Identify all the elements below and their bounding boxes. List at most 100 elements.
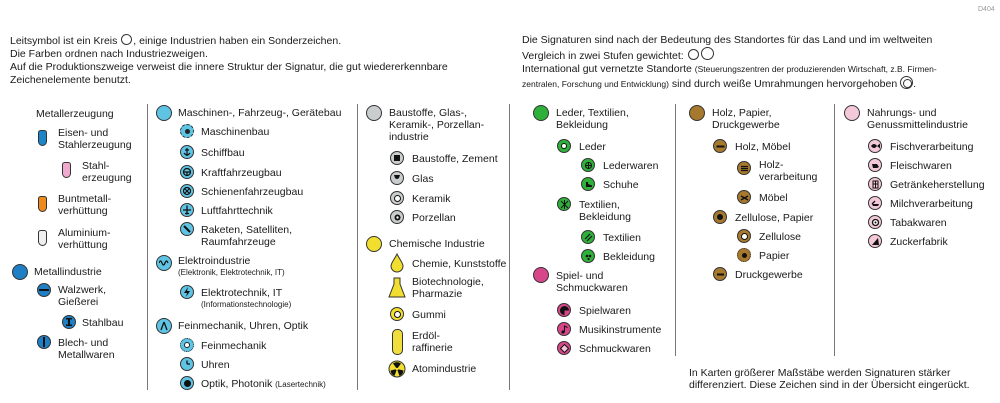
nahrung-heading: Nahrungs- und Genussmittelindustrie (867, 107, 968, 131)
milch-label: Milchverarbeitung (890, 198, 973, 210)
maschinenbau-label: Maschinenbau (201, 126, 270, 138)
metallindustrie-heading: Metallindustrie (34, 266, 102, 278)
baustoffe-heading: Baustoffe, Glas-, Keramik-, Porzellan-ind… (389, 107, 485, 143)
paper-icon (737, 248, 751, 262)
electro-wave-icon (156, 255, 172, 271)
keramik-label: Keramik (412, 193, 451, 205)
cement-icon (390, 151, 404, 165)
precision-gear-icon (180, 338, 194, 352)
shoe-icon (581, 177, 595, 191)
zucker-label: Zuckerfabrik (890, 236, 948, 248)
compass-icon (156, 318, 172, 334)
airplane-icon (180, 203, 194, 217)
moebel-label: Möbel (759, 192, 788, 204)
gummi-label: Gummi (412, 309, 446, 321)
intro-right: Die Signaturen sind nach der Bedeutung d… (522, 34, 992, 91)
wood-paper-icon (689, 105, 705, 121)
glass-icon (390, 171, 404, 185)
textilien-heading: Textilien, Bekleidung (579, 199, 631, 223)
flask-icon (388, 277, 406, 298)
zellulose-heading: Zellulose, Papier (735, 212, 814, 224)
optik-label: Optik, Photonik (Lasertechnik) (201, 378, 326, 390)
zellulose-label: Zellulose (759, 231, 802, 243)
musik-label: Musikinstrumente (579, 324, 662, 336)
druck-label: Druckgewerbe (735, 269, 803, 281)
large-circle-icon (700, 47, 714, 60)
steering-wheel-icon (180, 165, 194, 179)
chemie-label: Chemie, Kunststoffe (412, 258, 507, 270)
chemistry-drop-icon (390, 253, 404, 273)
rolling-mill-icon (37, 283, 51, 297)
textilien-label: Textilien (603, 232, 641, 244)
stahlbau-label: Stahlbau (82, 317, 124, 329)
radiation-icon (388, 360, 406, 378)
chemische-heading: Chemische Industrie (389, 238, 485, 250)
leder-label: Leder (579, 141, 606, 153)
glas-label: Glas (412, 173, 434, 185)
ceramics-icon (390, 191, 404, 205)
toys-jewellery-icon (533, 267, 549, 283)
luftfahrt-label: Luftfahrttechnik (201, 205, 273, 217)
steel-production-icon (62, 162, 71, 178)
food-icon (844, 105, 860, 121)
timber-icon (737, 161, 751, 175)
furniture-icon (737, 190, 751, 204)
blech-label: Blech- und Metallwaren (58, 337, 115, 361)
small-circle-icon (687, 49, 699, 60)
papier-label: Papier (759, 250, 790, 262)
intro-right-line-3: International gut vernetzte Standorte (S… (522, 63, 937, 75)
building-materials-icon (366, 105, 382, 121)
eisen-label: Eisen- und Stahlerzeugung (58, 127, 132, 151)
intro-line-3: Auf die Produktionszweige verweist die i… (10, 61, 448, 73)
steel-vessel-icon (38, 130, 47, 146)
porzellan-label: Porzellan (412, 212, 456, 224)
chemical-industry-icon (366, 236, 382, 252)
schienen-label: Schienenfahrzeugbau (201, 186, 304, 198)
elektrotechnik-label: Elektrotechnik, IT (Informationstechnolog… (201, 287, 292, 309)
raketen-label: Raketen, Satelliten, Raumfahrzeuge (201, 224, 293, 248)
toy-icon (557, 303, 571, 317)
clothing-icon (581, 249, 595, 263)
gem-icon (557, 341, 571, 355)
schmuck-label: Schmuckwaren (579, 343, 651, 355)
clock-icon (180, 357, 194, 371)
intro-line-4: Zeichenelemente benutzt. (10, 74, 131, 86)
metallerzeugung-heading: Metallerzeugung (36, 108, 114, 120)
bekleidung-label: Bekleidung (603, 251, 655, 263)
textile-icon (557, 197, 571, 211)
fish-icon (868, 139, 882, 153)
metal-industry-icon (12, 264, 28, 280)
anchor-icon (180, 145, 194, 159)
holzverarbeitung-label: Holz-verarbeitung (759, 159, 818, 183)
wood-icon (713, 139, 727, 153)
separator (147, 104, 148, 390)
fisch-label: Fischverarbeitung (890, 141, 974, 153)
intro-right-line-1: Die Signaturen sind nach der Bedeutung d… (522, 34, 933, 46)
kraftfahrzeugbau-label: Kraftfahrzeugbau (201, 167, 282, 179)
schuhe-label: Schuhe (603, 179, 639, 191)
intro-line-1: Leitsymbol ist ein Kreis , einige Indust… (10, 34, 342, 47)
printing-icon (713, 267, 727, 281)
leather-goods-icon (581, 158, 595, 172)
nonferrous-vessel-icon (38, 196, 47, 212)
rocket-icon (180, 222, 194, 236)
tobacco-icon (868, 215, 882, 229)
lightning-icon (180, 285, 194, 299)
maschinen-heading: Maschinen-, Fahrzeug-, Gerätebau (178, 107, 342, 119)
leather-textile-icon (533, 105, 549, 121)
walzwerk-label: Walzwerk, Gießerei (58, 284, 107, 308)
separator (509, 104, 510, 390)
rubber-icon (390, 307, 404, 321)
atom-label: Atomindustrie (412, 363, 477, 375)
biotech-label: Biotechnologie, Pharmazie (412, 276, 484, 300)
tabak-label: Tabakwaren (890, 217, 947, 229)
separator (834, 104, 835, 356)
meat-icon (868, 158, 882, 172)
elektroindustrie-heading: Elektroindustrie (Elektronik, Elektrotech… (178, 255, 285, 277)
fleisch-label: Fleischwaren (890, 160, 952, 172)
baustoffe-label: Baustoffe, Zement (412, 153, 498, 165)
sheet-metal-icon (37, 335, 51, 349)
spiel-heading: Spiel- und Schmuckwaren (556, 270, 628, 294)
holz-label: Holz, Möbel (735, 141, 791, 153)
separator (357, 104, 358, 390)
